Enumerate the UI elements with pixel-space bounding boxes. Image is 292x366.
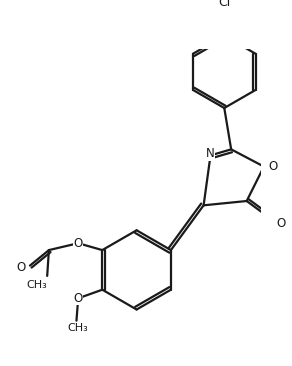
Text: N: N xyxy=(206,147,215,160)
Text: O: O xyxy=(277,217,286,230)
Text: Cl: Cl xyxy=(218,0,230,10)
Text: CH₃: CH₃ xyxy=(27,280,47,290)
Text: O: O xyxy=(74,237,83,250)
Text: O: O xyxy=(17,261,26,274)
Text: O: O xyxy=(268,160,277,173)
Text: O: O xyxy=(74,292,83,305)
Text: CH₃: CH₃ xyxy=(68,322,88,333)
